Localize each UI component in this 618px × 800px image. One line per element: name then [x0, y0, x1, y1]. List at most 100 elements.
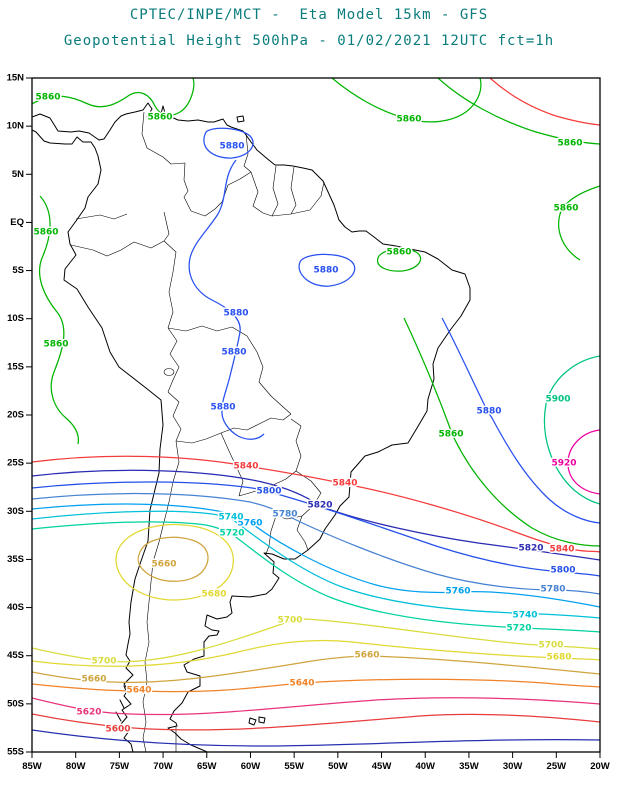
contour-label-5880: 5880: [221, 348, 246, 358]
contour-label-5840: 5840: [549, 545, 574, 555]
contour-line-5860: [376, 248, 422, 272]
contour-layer: [32, 78, 600, 747]
contour-label-5660: 5660: [151, 560, 176, 570]
contour-label-5660: 5660: [81, 675, 106, 685]
contour-label-5880: 5880: [210, 403, 235, 413]
country-border-path: [142, 440, 180, 752]
coastline-path: [98, 102, 471, 752]
lon-label-40W: 40W: [415, 761, 435, 772]
contour-label-5640: 5640: [126, 686, 151, 696]
contour-line-5720: [32, 521, 600, 633]
contour-line-5620: [32, 697, 600, 716]
country-border-path: [167, 327, 180, 393]
lon-label-65W: 65W: [197, 761, 217, 772]
contour-line-5660: [32, 655, 600, 683]
contour-label-5740: 5740: [218, 513, 243, 523]
title-line-2: Geopotential Height 500hPa - 01/02/2021 …: [63, 33, 555, 49]
contour-line-5880: [203, 127, 254, 159]
contour-line-5860: [38, 195, 80, 445]
contour-line-5860: [32, 78, 195, 116]
basemap-layer: [32, 102, 471, 752]
contour-label-5720: 5720: [219, 529, 244, 539]
contour-line-5600: [32, 713, 600, 731]
lat-label-25S: 25S: [7, 458, 24, 469]
contour-line-5900: [543, 355, 600, 505]
contour-label-5800: 5800: [550, 566, 575, 576]
contour-line-5820: [32, 469, 600, 561]
contour-label-5680: 5680: [201, 590, 226, 600]
contour-line-5680: [115, 523, 234, 601]
contour-line-5860: [437, 78, 600, 145]
lat-label-50S: 50S: [7, 698, 24, 709]
contour-label-5820: 5820: [307, 501, 332, 511]
contour-label-5860: 5860: [396, 115, 421, 125]
lon-label-85W: 85W: [22, 761, 42, 772]
lon-label-75W: 75W: [110, 761, 130, 772]
contour-label-5740: 5740: [512, 611, 537, 621]
country-border-path: [167, 391, 292, 444]
contour-label-5700: 5700: [91, 657, 116, 667]
contour-label-5720: 5720: [506, 624, 531, 634]
lat-label-20S: 20S: [7, 410, 24, 421]
country-border-path: [190, 171, 252, 217]
contour-label-5860: 5860: [553, 204, 578, 214]
contour-label-5760: 5760: [445, 587, 470, 597]
contour-line-5920: [567, 429, 600, 495]
country-border-path: [220, 418, 302, 497]
contour-line-5880: [188, 159, 265, 440]
coastline-path: [236, 115, 245, 123]
contour-line-5760: [32, 503, 600, 608]
lat-label-5S: 5S: [12, 265, 24, 276]
coastline-path: [248, 717, 257, 726]
lon-label-70W: 70W: [153, 761, 173, 772]
contour-label-5660: 5660: [354, 651, 379, 661]
contour-label-5840: 5840: [233, 462, 258, 472]
lon-label-55W: 55W: [284, 761, 304, 772]
contour-line-5860: [331, 78, 482, 123]
contour-label-5860: 5860: [33, 228, 58, 238]
country-border-path: [141, 111, 192, 212]
lat-label-5N: 5N: [12, 169, 24, 180]
lat-label-45S: 45S: [7, 650, 24, 661]
contour-label-5800: 5800: [256, 487, 281, 497]
lon-label-30W: 30W: [503, 761, 523, 772]
contour-line-5660: [137, 536, 209, 582]
contour-label-5860: 5860: [386, 248, 411, 258]
contour-line-5840: [32, 455, 600, 553]
country-border-path: [243, 132, 325, 217]
lat-label-55S: 55S: [7, 747, 24, 758]
lon-label-60W: 60W: [241, 761, 261, 772]
contour-label-5780: 5780: [272, 510, 297, 520]
contour-line-5640: [32, 678, 600, 693]
lat-label-15N: 15N: [7, 73, 25, 84]
contour-label-5880: 5880: [476, 407, 501, 417]
contour-label-5780: 5780: [540, 585, 565, 595]
lat-label-40S: 40S: [7, 602, 24, 613]
contour-label-5700: 5700: [538, 641, 563, 651]
country-border-path: [163, 368, 175, 376]
contour-label-5680: 5680: [546, 653, 571, 663]
lon-label-20W: 20W: [590, 761, 610, 772]
lon-label-25W: 25W: [547, 761, 567, 772]
contour-line-5880: [298, 253, 356, 287]
lat-label-30S: 30S: [7, 506, 24, 517]
country-border-path: [167, 325, 292, 415]
lon-label-35W: 35W: [459, 761, 479, 772]
country-border-path: [70, 240, 165, 257]
contour-label-5880: 5880: [223, 309, 248, 319]
contour-label-5760: 5760: [237, 519, 262, 529]
lat-label-15S: 15S: [7, 361, 24, 372]
country-border-path: [163, 211, 170, 242]
map-frame: [31, 77, 601, 753]
contour-line-5860: [403, 317, 600, 547]
contour-label-5860: 5860: [35, 93, 60, 103]
contour-line-5880: [441, 317, 600, 524]
country-border-path: [163, 240, 177, 329]
contour-line-5680: [32, 639, 600, 667]
contour-label-5920: 5920: [551, 459, 576, 469]
contour-label-5620: 5620: [76, 708, 101, 718]
lat-label-35S: 35S: [7, 554, 24, 565]
country-border-path: [265, 470, 322, 555]
